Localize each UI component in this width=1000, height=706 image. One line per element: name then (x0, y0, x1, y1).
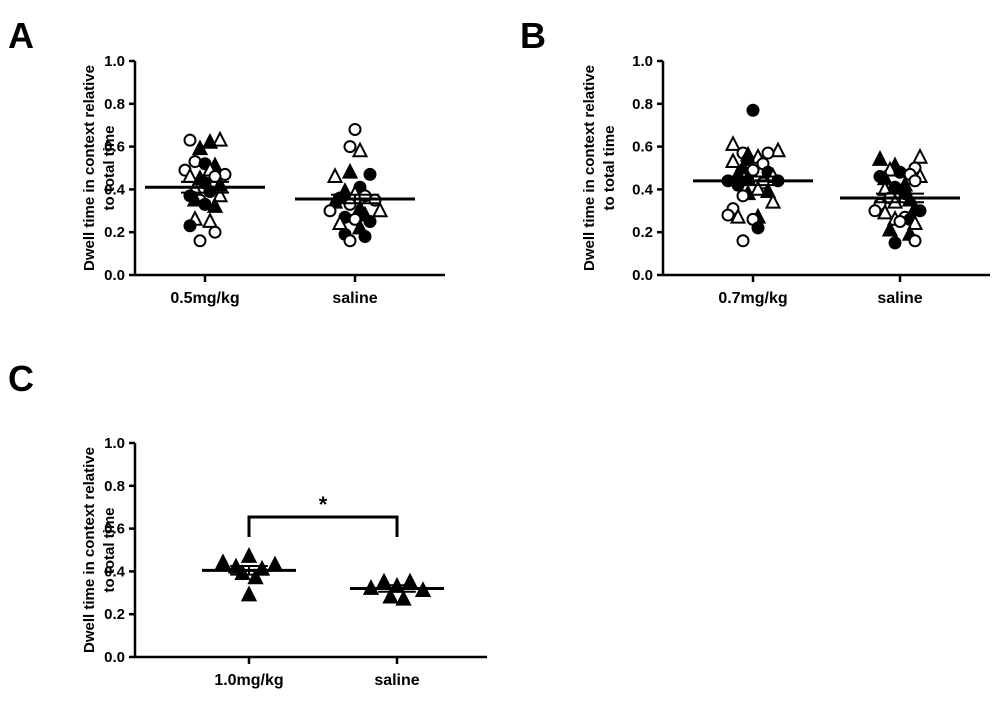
y-tick-label: 0.0 (632, 267, 653, 284)
panel-a: A Dwell time in context relative to tota… (8, 15, 445, 307)
y-axis-title-line2: to total time (601, 126, 618, 211)
panel-c: C Dwell time in context relative to tota… (8, 358, 487, 689)
data-point-open-triangle (211, 186, 229, 203)
data-point-filled-circle (741, 152, 755, 166)
data-point-open-triangle (371, 201, 389, 218)
data-point-filled-triangle (382, 587, 399, 604)
data-point-open-triangle (724, 135, 742, 151)
data-point-filled-circle (888, 180, 902, 194)
x-category-label: saline (877, 290, 922, 307)
data-point-filled-triangle (395, 589, 412, 606)
data-point-filled-triangle (206, 197, 224, 213)
data-point-open-circle (348, 212, 362, 226)
panel-letter-b: B (520, 15, 546, 56)
y-tick-label: 0.0 (104, 267, 125, 284)
panel-letter-a: A (8, 15, 34, 56)
data-point-open-triangle (211, 130, 229, 147)
significance-bracket: * (247, 492, 399, 537)
data-point-open-triangle (201, 212, 219, 228)
data-point-open-circle (908, 234, 922, 248)
data-point-open-triangle (351, 141, 369, 158)
data-point-open-circle (348, 122, 362, 136)
data-point-filled-triangle (214, 553, 232, 570)
data-point-filled-triangle (341, 162, 359, 179)
y-tick-label: 0.4 (104, 563, 126, 580)
y-tick-label: 1.0 (632, 53, 653, 70)
x-category-label: 1.0mg/kg (214, 672, 283, 689)
data-point-open-triangle (764, 192, 782, 209)
significance-star: * (319, 492, 328, 517)
data-point-filled-circle (913, 204, 927, 218)
data-point-open-circle (736, 234, 750, 248)
data-point-open-circle (721, 208, 735, 222)
x-category-label: saline (332, 290, 377, 307)
data-point-open-triangle (724, 152, 742, 168)
data-point-filled-triangle (871, 150, 889, 166)
panel-letter-c: C (8, 358, 34, 399)
y-tick-label: 0.2 (104, 224, 125, 241)
y-tick-label: 0.6 (104, 521, 125, 538)
y-tick-label: 0.2 (104, 606, 125, 623)
data-point-filled-triangle (234, 564, 251, 580)
data-point-open-triangle (876, 203, 894, 220)
y-tick-label: 0.4 (104, 181, 126, 198)
data-point-filled-circle (888, 236, 902, 250)
y-tick-label: 1.0 (104, 53, 125, 70)
y-tick-label: 1.0 (104, 435, 125, 452)
data-point-filled-circle (363, 167, 377, 181)
data-point-open-triangle (729, 207, 747, 224)
y-tick-label: 0.8 (104, 478, 125, 495)
data-point-open-circle (208, 225, 222, 239)
panel-b: B Dwell time in context relative to tota… (520, 15, 990, 307)
data-point-filled-triangle (186, 190, 204, 207)
data-point-filled-triangle (881, 220, 899, 237)
data-point-open-circle (893, 215, 907, 228)
data-point-open-triangle (881, 160, 899, 177)
data-point-filled-triangle (240, 585, 258, 602)
data-point-open-triangle (906, 214, 924, 231)
data-point-open-triangle (326, 167, 344, 183)
y-tick-label: 0.6 (104, 139, 125, 156)
data-point-open-triangle (769, 141, 787, 158)
data-point-open-triangle (331, 214, 349, 231)
data-point-open-circle (343, 140, 357, 154)
data-point-filled-triangle (201, 132, 219, 149)
data-point-filled-triangle (240, 547, 258, 563)
data-point-open-circle (736, 189, 750, 203)
y-tick-label: 0.2 (632, 224, 653, 241)
y-axis-title-line1: Dwell time in context relative (81, 65, 98, 271)
data-point-filled-circle (198, 197, 212, 211)
x-category-label: 0.5mg/kg (170, 290, 239, 307)
data-point-open-circle (343, 234, 357, 248)
x-category-label: saline (374, 672, 419, 689)
data-point-filled-circle (358, 229, 372, 243)
y-tick-label: 0.4 (632, 181, 654, 198)
y-axis-title-line1: Dwell time in context relative (81, 447, 98, 653)
data-point-open-triangle (749, 180, 767, 196)
data-point-filled-circle (746, 103, 760, 117)
data-point-filled-circle (183, 219, 197, 233)
data-point-filled-circle (751, 221, 765, 235)
significance-bracket-line (247, 515, 399, 537)
data-point-filled-triangle (266, 555, 284, 572)
data-point-filled-triangle (759, 182, 777, 198)
data-point-open-circle (183, 133, 197, 147)
data-point-open-circle (323, 204, 337, 218)
x-category-label: 0.7mg/kg (718, 290, 787, 307)
data-point-open-circle (193, 234, 207, 248)
y-axis-title-line2: to total time (101, 126, 118, 211)
data-point-open-triangle (911, 147, 929, 164)
data-point-open-circle (908, 174, 922, 188)
data-point-open-circle (868, 204, 882, 218)
y-axis-title-line2: to total time (101, 508, 118, 593)
data-point-filled-triangle (247, 568, 264, 585)
data-point-open-circle (761, 146, 775, 160)
y-axis-title-line1: Dwell time in context relative (581, 65, 598, 271)
y-tick-label: 0.8 (632, 96, 653, 113)
data-point-filled-circle (363, 215, 377, 228)
y-tick-label: 0.8 (104, 96, 125, 113)
y-tick-label: 0.6 (632, 139, 653, 156)
y-tick-label: 0.0 (104, 649, 125, 666)
